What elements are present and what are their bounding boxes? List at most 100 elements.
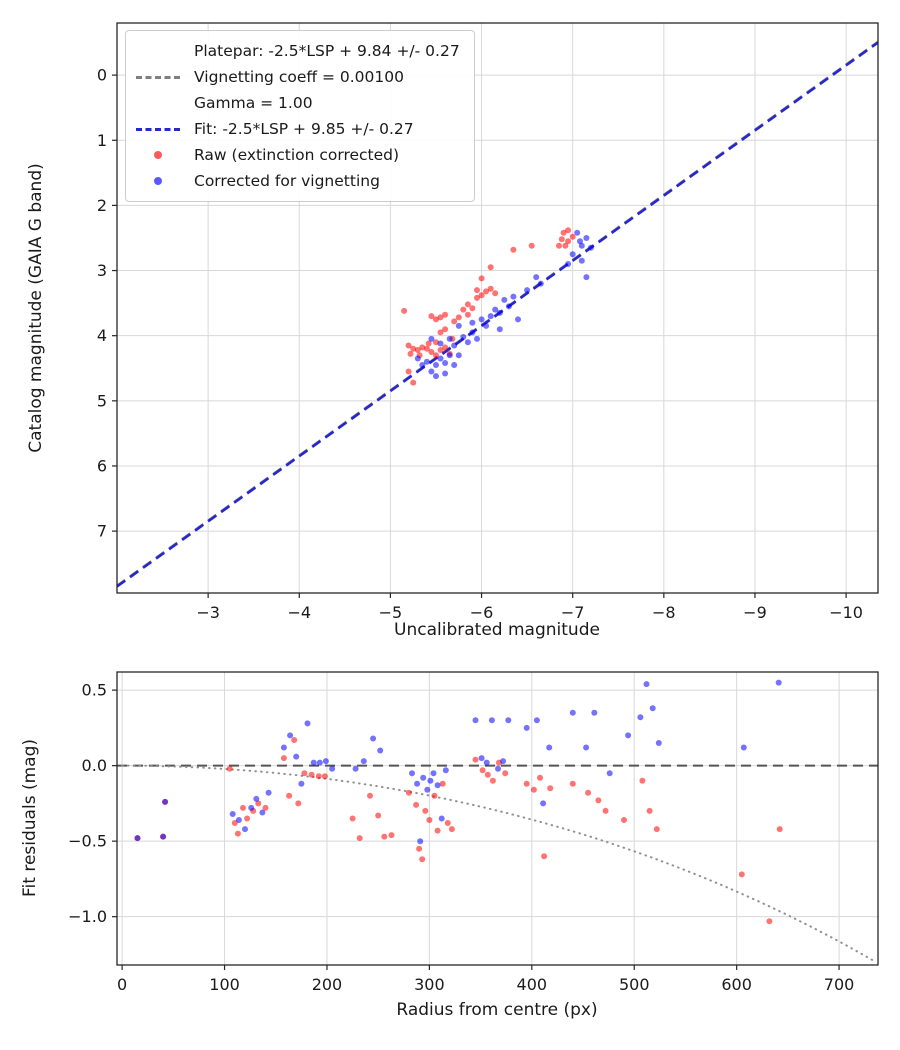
legend-row-raw: Raw (extinction corrected) — [136, 142, 460, 168]
data-point — [442, 344, 449, 351]
fit-residuals-plot-canvas: 0 100 200 300 400 500 600 700 0.5 0.0 −0.5 −1.0 — [68, 671, 879, 994]
data-point — [556, 242, 562, 249]
legend-platepar-label-line1: Platepar: -2.5*LSP + 9.84 +/- 0.27 — [194, 42, 460, 60]
data-point — [583, 744, 590, 751]
data-point — [262, 804, 269, 811]
data-point — [428, 368, 435, 375]
data-point — [455, 352, 462, 359]
data-point — [226, 765, 233, 772]
data-point — [293, 753, 300, 760]
y-tick-label: 5 — [97, 391, 107, 410]
corrected-marker-sample — [136, 177, 180, 185]
data-point — [259, 809, 266, 816]
data-point — [569, 251, 576, 258]
data-point — [653, 826, 660, 833]
x-tick-label: −8 — [652, 603, 676, 622]
data-point — [523, 724, 530, 731]
data-point — [501, 296, 508, 303]
legend-row-corrected: Corrected for vignetting — [136, 168, 460, 194]
data-point — [242, 826, 248, 833]
data-point — [360, 758, 367, 765]
data-point — [419, 362, 426, 368]
bottom-y-axis-label: Fit residuals (mag) — [20, 739, 40, 897]
data-point — [401, 307, 408, 314]
data-point — [424, 786, 431, 793]
x-tick-label: 100 — [209, 975, 240, 994]
data-point — [569, 780, 576, 787]
data-point — [469, 305, 476, 312]
data-point — [464, 301, 471, 308]
data-point — [505, 303, 512, 310]
data-point — [430, 770, 437, 777]
data-point — [478, 316, 485, 323]
legend-platepar-label-line2: Vignetting coeff = 0.00100 — [194, 68, 404, 86]
data-point — [740, 744, 747, 751]
plot-frame — [116, 671, 879, 966]
data-point — [489, 777, 496, 784]
data-point — [574, 229, 581, 236]
x-tick-label: −4 — [287, 603, 311, 622]
data-point — [451, 362, 458, 368]
y-tick-label: 7 — [97, 522, 107, 541]
data-point — [438, 815, 445, 822]
data-point — [352, 765, 359, 772]
x-tick-label: −6 — [470, 603, 494, 622]
data-point — [427, 777, 434, 784]
data-point — [585, 789, 592, 796]
data-point — [437, 347, 444, 353]
y-tick-label: 3 — [97, 261, 107, 280]
data-point — [448, 826, 455, 833]
data-point — [244, 815, 251, 822]
legend-row-fit: Fit: -2.5*LSP + 9.85 +/- 0.27 — [136, 116, 460, 142]
data-point — [419, 856, 426, 863]
x-tick-label: −5 — [379, 603, 403, 622]
data-point — [602, 807, 609, 814]
data-point — [286, 792, 293, 799]
x-tick-label: 200 — [312, 975, 343, 994]
data-point — [437, 355, 444, 362]
data-point — [483, 759, 490, 766]
data-point — [287, 732, 294, 739]
data-point — [388, 832, 395, 839]
data-point — [492, 306, 499, 313]
data-point — [248, 804, 255, 811]
data-point — [565, 238, 572, 245]
y-tick-label: 0.5 — [82, 681, 107, 700]
data-point — [464, 339, 471, 346]
data-point — [437, 314, 444, 321]
data-point — [469, 319, 476, 326]
x-tick-label: −9 — [743, 603, 767, 622]
data-point — [160, 833, 167, 840]
data-point — [577, 238, 583, 245]
data-point — [460, 306, 467, 313]
data-point — [455, 322, 462, 329]
data-point — [500, 758, 507, 765]
data-point — [474, 335, 480, 342]
top-y-axis-label: Catalog magnitude (GAIA G band) — [26, 163, 46, 453]
data-point — [515, 316, 521, 323]
data-point — [291, 737, 298, 743]
data-point — [478, 292, 485, 299]
red-dot-icon — [154, 151, 162, 159]
data-point — [370, 735, 377, 742]
data-point — [442, 311, 449, 318]
data-point — [409, 770, 415, 777]
data-point — [308, 771, 315, 778]
data-point — [455, 314, 462, 321]
x-tick-label: 300 — [414, 975, 445, 994]
data-point — [234, 830, 241, 837]
data-point — [419, 344, 426, 351]
data-point — [301, 770, 308, 777]
data-point — [375, 812, 382, 819]
vignetting-model-curve — [121, 764, 877, 964]
data-point — [253, 795, 260, 802]
data-point — [474, 287, 480, 294]
data-point — [428, 349, 435, 355]
data-point — [495, 765, 501, 772]
data-point — [738, 871, 745, 878]
legend-fit-label: Fit: -2.5*LSP + 9.85 +/- 0.27 — [194, 120, 414, 138]
y-tick-label: 4 — [97, 326, 107, 345]
data-point — [280, 755, 287, 762]
x-tick-label: −7 — [561, 603, 585, 622]
data-point — [414, 780, 421, 787]
